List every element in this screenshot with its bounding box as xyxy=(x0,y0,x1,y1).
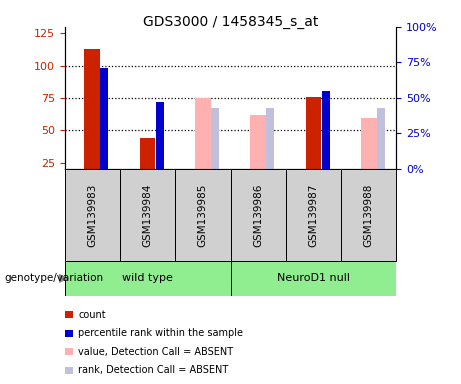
Bar xyxy=(306,97,321,169)
Text: count: count xyxy=(78,310,106,320)
Text: GSM139988: GSM139988 xyxy=(364,183,374,247)
Bar xyxy=(120,169,175,261)
Bar xyxy=(361,118,377,169)
Text: GSM139986: GSM139986 xyxy=(253,183,263,247)
Bar xyxy=(65,261,230,296)
Bar xyxy=(65,169,120,261)
Text: genotype/variation: genotype/variation xyxy=(5,273,104,283)
Bar xyxy=(65,367,73,374)
Bar xyxy=(250,115,266,169)
Bar xyxy=(156,102,164,169)
Text: NeuroD1 null: NeuroD1 null xyxy=(277,273,350,283)
Polygon shape xyxy=(59,274,69,283)
Bar xyxy=(230,261,396,296)
Bar xyxy=(211,108,219,169)
Bar xyxy=(286,169,341,261)
Text: GSM139984: GSM139984 xyxy=(142,183,153,247)
Text: wild type: wild type xyxy=(122,273,173,283)
Bar xyxy=(140,138,155,169)
Bar xyxy=(230,169,286,261)
Bar xyxy=(175,169,230,261)
Bar xyxy=(341,169,396,261)
Text: GDS3000 / 1458345_s_at: GDS3000 / 1458345_s_at xyxy=(143,15,318,29)
Bar xyxy=(100,68,108,169)
Text: value, Detection Call = ABSENT: value, Detection Call = ABSENT xyxy=(78,347,233,357)
Bar xyxy=(322,91,330,169)
Text: GSM139987: GSM139987 xyxy=(308,183,319,247)
Bar xyxy=(65,311,73,318)
Text: percentile rank within the sample: percentile rank within the sample xyxy=(78,328,243,338)
Bar xyxy=(195,98,211,169)
Bar xyxy=(84,49,100,169)
Bar xyxy=(65,330,73,337)
Text: GSM139983: GSM139983 xyxy=(87,183,97,247)
Bar xyxy=(266,108,274,169)
Bar xyxy=(377,108,385,169)
Text: rank, Detection Call = ABSENT: rank, Detection Call = ABSENT xyxy=(78,365,229,375)
Bar xyxy=(65,348,73,355)
Text: GSM139985: GSM139985 xyxy=(198,183,208,247)
